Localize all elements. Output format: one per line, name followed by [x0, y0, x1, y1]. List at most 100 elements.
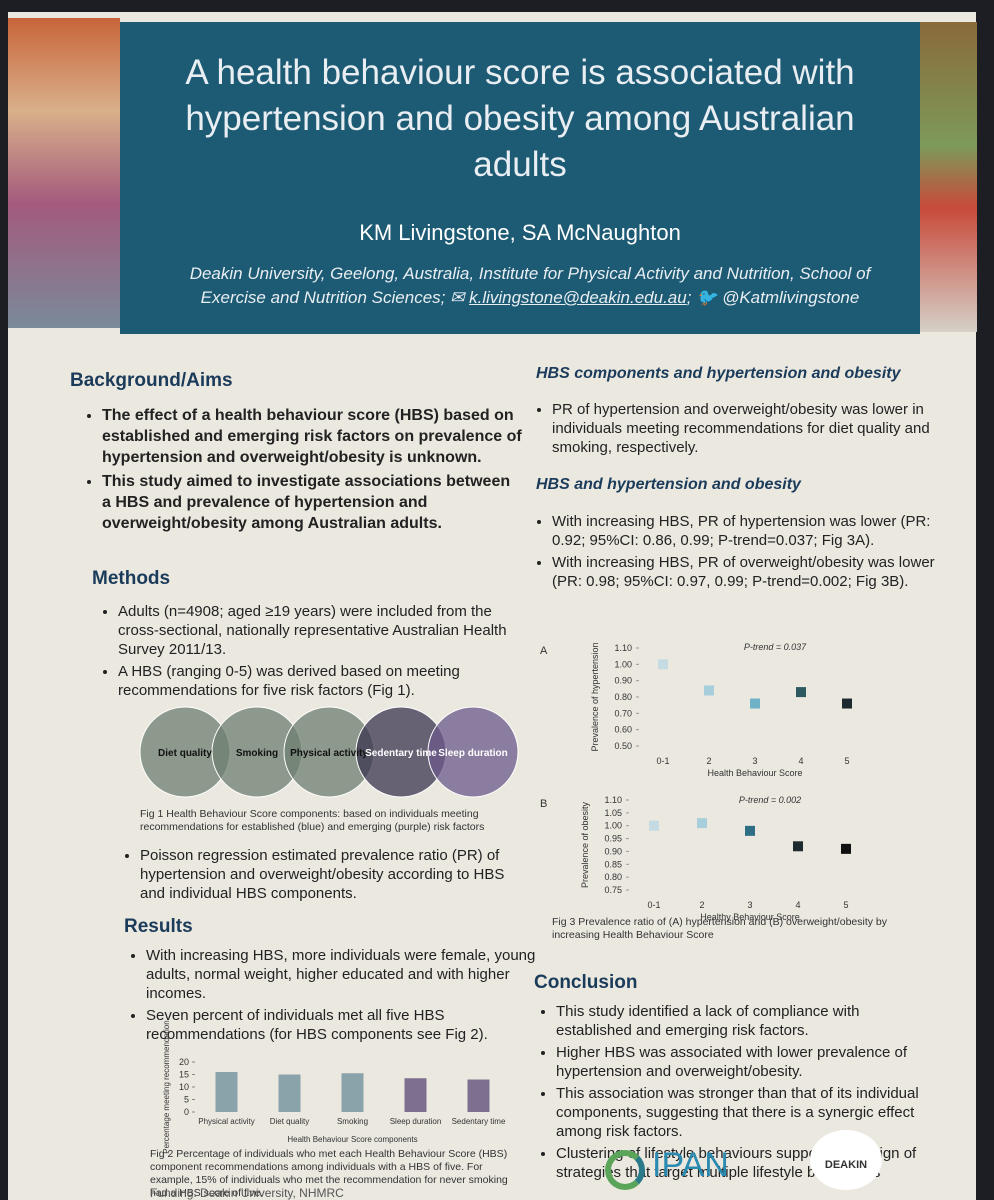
point	[842, 698, 852, 709]
list: Poisson regression estimated prevalence …	[118, 846, 530, 906]
y-tick-label: 0.75	[604, 885, 622, 895]
bullet: Higher HBS was associated with lower pre…	[556, 1043, 926, 1081]
x-tick-label: 2	[706, 756, 711, 766]
y-tick-label: 10	[179, 1082, 189, 1092]
photo-left	[8, 18, 120, 328]
caption: Fig 3 Prevalence ratio of (A) hypertensi…	[552, 916, 888, 941]
note: P-trend = 0.002	[739, 795, 801, 805]
heading: Background/Aims	[70, 370, 233, 391]
bar	[278, 1074, 301, 1112]
x-tick-label: 5	[843, 900, 848, 910]
x-tick-label: 3	[747, 900, 752, 910]
point	[704, 685, 714, 696]
authors: KM Livingstone, SA McNaughton	[359, 220, 681, 245]
list: This study identified a lack of complian…	[534, 1002, 926, 1185]
y-tick-label: 0.70	[614, 708, 632, 718]
heading: HBS and hypertension and obesity	[536, 476, 801, 493]
logo: IPAN	[652, 1146, 729, 1184]
point	[796, 687, 806, 698]
y-tick-label: 5	[184, 1095, 189, 1105]
email: k.livingstone@deakin.edu.au	[469, 288, 687, 307]
x-tick-label: 4	[798, 756, 803, 766]
caption: Fig 1 Health Behaviour Score components:…	[140, 808, 485, 833]
point	[750, 698, 760, 709]
caption: Fig 2 Percentage of individuals who met …	[150, 1148, 508, 1199]
logo: DEAKIN	[810, 1130, 882, 1190]
list: The effect of a health behaviour score (…	[80, 405, 522, 537]
y-tick-label: 1.10	[614, 643, 632, 653]
y-tick-label: 1.05	[604, 808, 622, 818]
y-tick-label: 15	[179, 1070, 189, 1080]
list: PR of hypertension and overweight/obesit…	[530, 400, 962, 460]
x-tick-label: Diet quality	[270, 1117, 310, 1126]
bar	[341, 1073, 364, 1112]
header-banner	[120, 22, 920, 334]
heading: Results	[124, 916, 193, 937]
y-tick-label: 20	[179, 1057, 189, 1067]
list: With increasing HBS, more individuals we…	[124, 946, 536, 1047]
heading: Methods	[92, 568, 171, 589]
bar	[404, 1078, 427, 1112]
y-tick-label: 0.85	[604, 859, 622, 869]
y-tick-label: 0.90	[614, 676, 632, 686]
note: P-trend = 0.037	[744, 642, 807, 652]
x-tick-label: Sleep duration	[390, 1117, 442, 1126]
bullet: With increasing HBS, more individuals we…	[146, 946, 536, 1003]
bar	[467, 1079, 490, 1112]
x-tick-label: Physical activity	[198, 1117, 254, 1126]
y-tick-label: 0.80	[604, 872, 622, 882]
x-tick-label: 4	[795, 900, 800, 910]
y-tick-label: 1.00	[604, 821, 622, 831]
bullet: With increasing HBS, PR of overweight/ob…	[552, 553, 952, 591]
x-axis-label: Health Behaviour Score components	[287, 1135, 417, 1144]
affiliation: Deakin University, Geelong, Australia, I…	[189, 264, 871, 307]
ipan-icon	[605, 1150, 645, 1190]
x-tick-label: 3	[752, 756, 757, 766]
bullet: Poisson regression estimated prevalence …	[140, 846, 530, 903]
bullet: Seven percent of individuals met all fiv…	[146, 1006, 536, 1044]
y-tick-label: 0	[184, 1107, 189, 1117]
venn-label: Physical activity	[290, 748, 368, 759]
bullet: The effect of a health behaviour score (…	[102, 405, 522, 468]
x-tick-label: 0-1	[656, 756, 669, 766]
y-tick-label: 1.10	[604, 795, 622, 805]
point	[745, 825, 755, 836]
bullet: PR of hypertension and overweight/obesit…	[552, 400, 962, 457]
affiliation-block: Deakin University, Geelong, Australia, I…	[189, 264, 871, 307]
list: With increasing HBS, PR of hypertension …	[530, 512, 952, 594]
point	[793, 841, 803, 852]
y-axis-label: Prevalence of hypertension	[590, 642, 600, 751]
y-tick-label: 0.95	[604, 834, 622, 844]
x-tick-label: Smoking	[337, 1117, 368, 1126]
y-tick-label: 0.80	[614, 692, 632, 702]
x-axis-label: Health Behaviour Score	[707, 768, 802, 778]
venn-label: Diet quality	[158, 748, 212, 759]
panel-label: A	[540, 645, 548, 657]
point	[697, 818, 707, 829]
x-tick-label: 0-1	[647, 900, 660, 910]
bullet: A HBS (ranging 0-5) was derived based on…	[118, 662, 528, 700]
y-axis-label: Prevalence of obesity	[580, 801, 590, 888]
venn-label: Smoking	[236, 748, 278, 759]
bullet: This study aimed to investigate associat…	[102, 471, 522, 534]
point	[841, 843, 851, 854]
venn-circle	[427, 706, 519, 798]
heading: HBS components and hypertension and obes…	[536, 365, 901, 382]
funding: Funding: Deakin University, NHMRC	[150, 1186, 344, 1200]
y-tick-label: 1.00	[614, 659, 632, 669]
point	[658, 659, 668, 670]
x-tick-label: 5	[844, 756, 849, 766]
bullet: This association was stronger than that …	[556, 1084, 926, 1141]
venn-label: Sedentary time	[365, 748, 437, 759]
point	[649, 820, 659, 831]
heading: Conclusion	[534, 972, 638, 993]
x-tick-label: Sedentary time	[452, 1117, 506, 1126]
title: A health behaviour score is associated w…	[185, 53, 855, 184]
x-tick-label: 2	[699, 900, 704, 910]
twitter: @Katmlivingstone	[722, 288, 860, 307]
venn-label: Sleep duration	[438, 748, 507, 759]
bullet: Adults (n=4908; aged ≥19 years) were inc…	[118, 602, 528, 659]
y-axis-label: Percentage meeting recommendation	[162, 1020, 171, 1153]
